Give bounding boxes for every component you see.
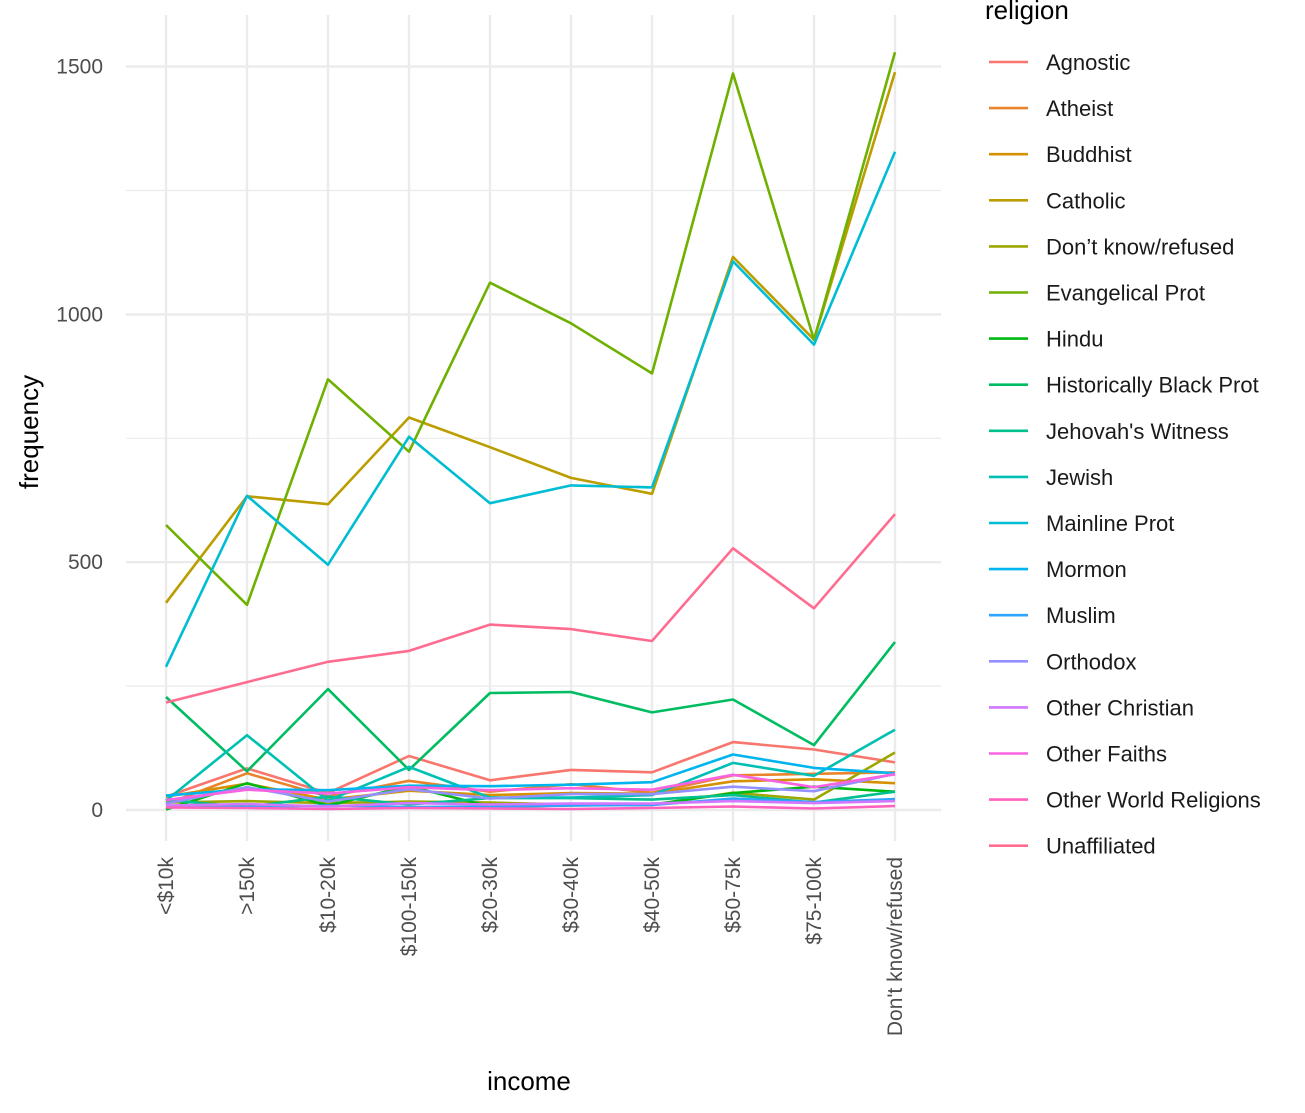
- legend-label: Jewish: [1046, 465, 1113, 490]
- legend-item: Buddhist: [989, 142, 1132, 167]
- minor-gridlines: [126, 189, 941, 687]
- series-line-unaffiliated: [165, 513, 896, 704]
- x-tick-label: $100-150k: [398, 857, 421, 957]
- legend-item: Don’t know/refused: [989, 234, 1234, 259]
- legend-label: Buddhist: [1046, 142, 1132, 167]
- y-tick-label: 1000: [56, 303, 103, 326]
- legend-item: Jewish: [989, 465, 1113, 490]
- y-axis-ticks: 0 500 1000 1500: [56, 56, 103, 822]
- y-tick-label: 1500: [56, 56, 103, 79]
- y-tick-label: 500: [68, 551, 103, 574]
- x-tick-label: $20-30k: [479, 857, 502, 933]
- legend-label: Other World Religions: [1046, 788, 1261, 813]
- x-tick-label: $75-100k: [803, 857, 826, 945]
- x-tick-label: <$10k: [155, 857, 178, 915]
- legend-label: Jehovah's Witness: [1046, 419, 1229, 444]
- legend-label: Orthodox: [1046, 649, 1137, 674]
- series-line-evangelical-prot: [165, 51, 897, 607]
- series-line-mormon: [165, 753, 896, 797]
- legend-label: Mainline Prot: [1046, 511, 1174, 536]
- x-axis-title: income: [487, 1066, 571, 1096]
- legend-label: Don’t know/refused: [1046, 234, 1234, 259]
- series-line-other-faiths: [165, 773, 896, 802]
- series-line-other-world-religions: [165, 804, 896, 811]
- legend-item: Mainline Prot: [989, 511, 1174, 536]
- series-line-mainline-prot: [164, 151, 897, 668]
- legend-label: Hindu: [1046, 327, 1103, 352]
- legend-item: Agnostic: [989, 50, 1130, 75]
- legend-label: Evangelical Prot: [1046, 281, 1205, 306]
- legend-item: Unaffiliated: [989, 834, 1156, 859]
- legend-item: Hindu: [989, 327, 1103, 352]
- legend-label: Catholic: [1046, 188, 1125, 213]
- series-line-other-christian: [165, 799, 896, 808]
- y-tick-label: 0: [91, 799, 103, 822]
- x-tick-label: $30-40k: [560, 857, 583, 933]
- legend-item: Historically Black Prot: [989, 373, 1259, 398]
- series-line-agnostic: [165, 740, 896, 798]
- legend-item: Atheist: [989, 96, 1113, 121]
- series-lines: [164, 51, 897, 811]
- y-axis-title: frequency: [14, 375, 44, 489]
- x-tick-label: >150k: [236, 857, 259, 915]
- legend-title: religion: [985, 0, 1069, 25]
- legend-label: Muslim: [1046, 603, 1116, 628]
- legend-item: Jehovah's Witness: [989, 419, 1229, 444]
- series-line-catholic: [164, 71, 897, 604]
- legend-label: Atheist: [1046, 96, 1113, 121]
- major-gridlines: [126, 15, 941, 841]
- legend-label: Unaffiliated: [1046, 834, 1156, 859]
- legend-label: Other Christian: [1046, 695, 1194, 720]
- legend-label: Other Faiths: [1046, 742, 1167, 767]
- legend-label: Mormon: [1046, 557, 1127, 582]
- legend-item: Other Faiths: [989, 742, 1167, 767]
- series-line-orthodox: [165, 772, 896, 805]
- x-tick-label: $50-75k: [722, 857, 745, 933]
- x-tick-label: Don't know/refused: [884, 857, 907, 1036]
- legend-item: Catholic: [989, 188, 1125, 213]
- legend-label: Historically Black Prot: [1046, 373, 1259, 398]
- legend-item: Evangelical Prot: [989, 281, 1205, 306]
- x-tick-label: $40-50k: [641, 857, 664, 933]
- legend-item: Mormon: [989, 557, 1127, 582]
- x-tick-label: $10-20k: [317, 857, 340, 933]
- legend-item: Other Christian: [989, 695, 1194, 720]
- legend: religion Agnostic Atheist Buddhist Catholic…: [985, 0, 1261, 859]
- legend-item: Other World Religions: [989, 788, 1261, 813]
- x-axis-ticks: <$10k >150k $10-20k $100-150k $20-30k $30-40k…: [155, 857, 907, 1037]
- legend-label: Agnostic: [1046, 50, 1130, 75]
- series-line-historically-black-prot: [165, 641, 897, 773]
- legend-item: Muslim: [989, 603, 1116, 628]
- legend-item: Orthodox: [989, 649, 1137, 674]
